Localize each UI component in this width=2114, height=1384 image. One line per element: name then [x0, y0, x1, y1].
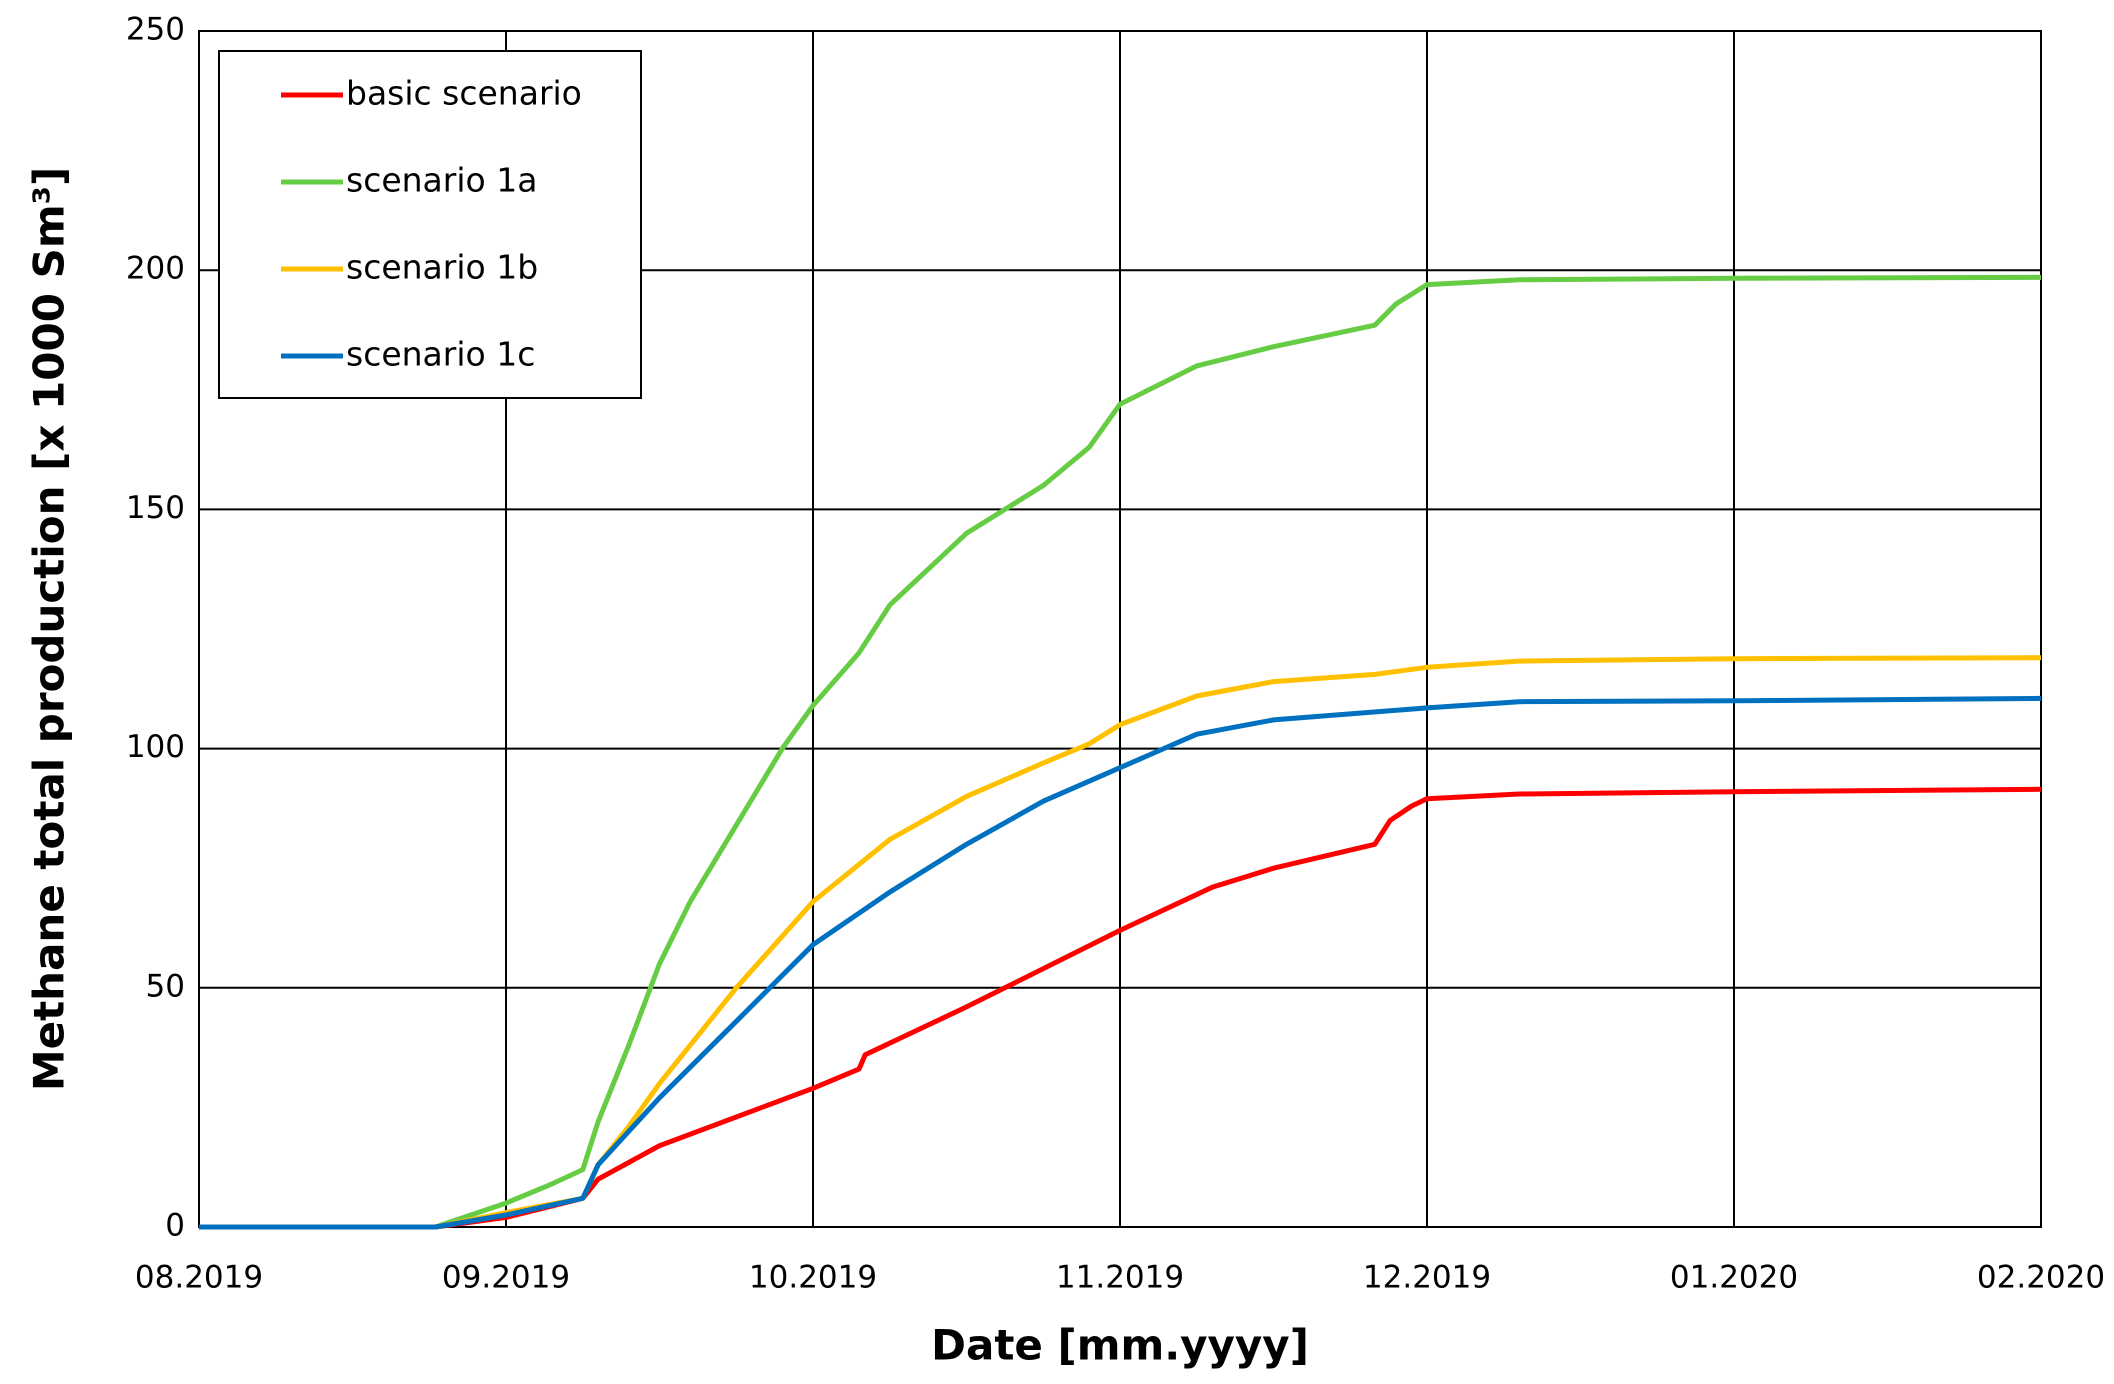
x-axis-title: Date [mm.yyyy] [931, 1321, 1309, 1370]
y-tick-label: 0 [165, 1208, 185, 1244]
y-tick-label: 250 [126, 12, 185, 48]
y-tick-label: 50 [146, 968, 185, 1004]
x-tick-label: 02.2020 [1977, 1260, 2105, 1296]
series-line [199, 695, 2042, 1230]
x-tick-label: 08.2019 [135, 1260, 263, 1296]
y-tick-label: 100 [126, 729, 185, 765]
legend-box [218, 50, 642, 399]
x-tick-label: 10.2019 [749, 1260, 877, 1296]
y-tick-label: 200 [126, 251, 185, 287]
legend-label: scenario 1c [346, 335, 535, 374]
x-tick-label: 11.2019 [1056, 1260, 1184, 1296]
legend-label: scenario 1b [346, 248, 538, 287]
x-tick-label: 01.2020 [1670, 1260, 1798, 1296]
series-line [199, 274, 2042, 1230]
plot-frame [198, 30, 2042, 1228]
x-tick-label: 09.2019 [442, 1260, 570, 1296]
x-tick-label: 12.2019 [1363, 1260, 1491, 1296]
legend-label: basic scenario [346, 74, 582, 113]
y-axis-title: Methane total production [x 1000 Sm³] [25, 167, 74, 1091]
legend-label: scenario 1a [346, 161, 537, 200]
y-tick-label: 150 [126, 490, 185, 526]
